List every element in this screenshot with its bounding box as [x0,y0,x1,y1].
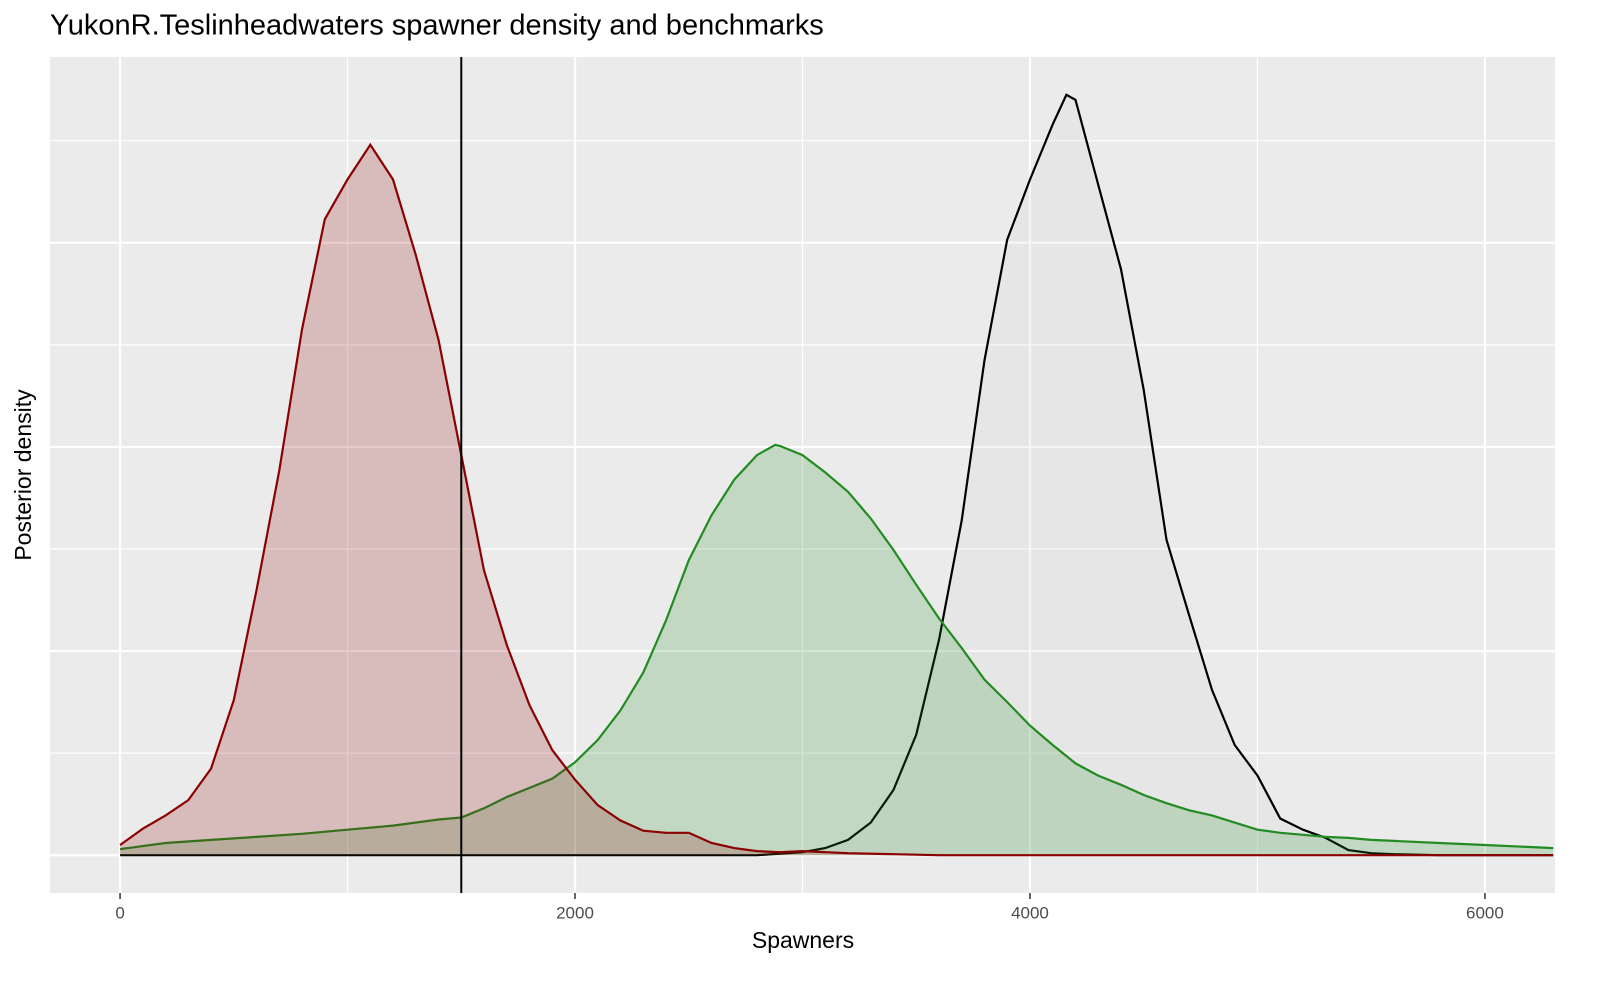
density-area [120,444,1554,856]
density-line [119,142,1554,857]
density-line [119,443,1554,851]
x-tick-label: 2000 [556,903,594,922]
x-tick-label: 0 [115,903,124,922]
x-axis-label: Spawners [752,927,854,953]
density-area [120,94,1554,856]
chart-title: YukonR.Teslinheadwaters spawner density … [50,10,824,42]
density-area [120,144,1554,856]
x-tick-label: 6000 [1466,903,1504,922]
y-axis-label: Posterior density [10,389,36,561]
x-tick-label: 4000 [1011,903,1049,922]
